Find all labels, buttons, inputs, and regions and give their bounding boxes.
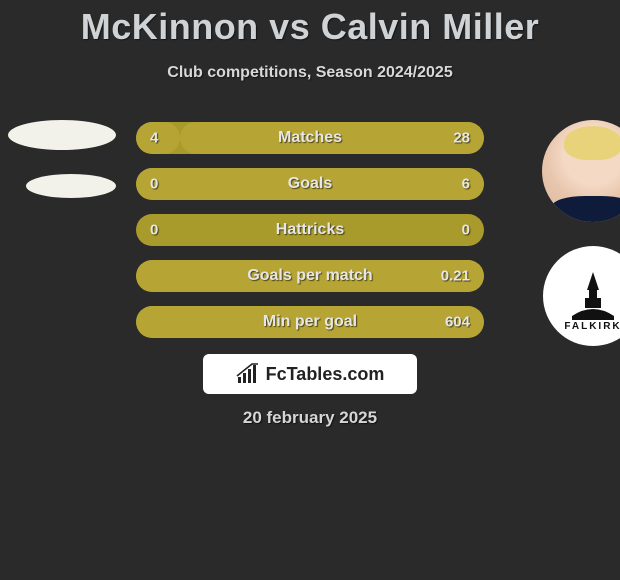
left-club-badge-placeholder xyxy=(26,174,116,198)
fctables-logo-text: FcTables.com xyxy=(266,364,385,385)
stat-bars: 4 Matches 28 0 Goals 6 0 Hattricks 0 Goa… xyxy=(136,122,484,338)
stat-bar: 0 Hattricks 0 xyxy=(136,214,484,246)
stat-bar: 4 Matches 28 xyxy=(136,122,484,154)
right-player-column: FALKIRK xyxy=(542,120,620,346)
stat-right-value: 6 xyxy=(462,176,470,193)
stat-left-value: 0 xyxy=(150,222,158,239)
left-player-column xyxy=(8,120,116,198)
stat-left-value: 4 xyxy=(150,130,158,147)
stat-right-value: 0 xyxy=(462,222,470,239)
fctables-logo: FcTables.com xyxy=(203,354,417,394)
page-title: McKinnon vs Calvin Miller xyxy=(0,0,620,48)
barchart-icon xyxy=(236,363,262,385)
stat-left-value: 0 xyxy=(150,176,158,193)
left-player-avatar-placeholder xyxy=(8,120,116,150)
right-club-name: FALKIRK xyxy=(564,321,620,332)
stat-right-value: 28 xyxy=(453,130,470,147)
right-player-avatar xyxy=(542,120,620,222)
stat-right-value: 0.21 xyxy=(441,268,470,285)
stat-label: Goals xyxy=(288,175,332,193)
date-text: 20 february 2025 xyxy=(0,408,620,428)
stat-label: Goals per match xyxy=(247,267,372,285)
stat-bar: Min per goal 604 xyxy=(136,306,484,338)
page-subtitle: Club competitions, Season 2024/2025 xyxy=(0,64,620,82)
stat-bar: Goals per match 0.21 xyxy=(136,260,484,292)
stat-label: Min per goal xyxy=(263,313,357,331)
stat-label: Hattricks xyxy=(276,221,344,239)
stat-bar: 0 Goals 6 xyxy=(136,168,484,200)
right-club-badge: FALKIRK xyxy=(543,246,620,346)
steeple-icon xyxy=(572,272,614,320)
stat-label: Matches xyxy=(278,129,342,147)
stat-right-value: 604 xyxy=(445,314,470,331)
